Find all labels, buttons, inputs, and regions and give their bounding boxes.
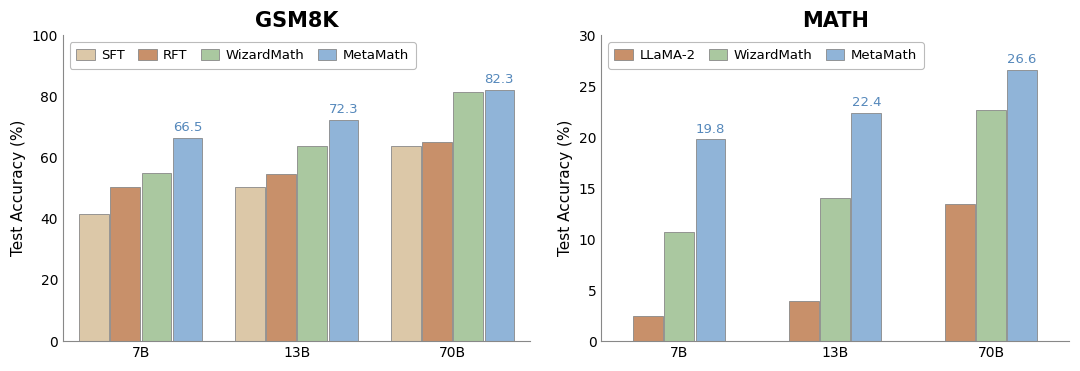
Bar xyxy=(821,198,850,341)
Text: 82.3: 82.3 xyxy=(485,73,514,86)
Bar xyxy=(454,92,483,341)
Bar xyxy=(485,89,514,341)
Bar xyxy=(1008,70,1037,341)
Y-axis label: Test Accuracy (%): Test Accuracy (%) xyxy=(11,120,26,256)
Bar xyxy=(79,214,109,341)
Bar xyxy=(696,139,725,341)
Text: 19.8: 19.8 xyxy=(696,123,725,136)
Y-axis label: Test Accuracy (%): Test Accuracy (%) xyxy=(558,120,573,256)
Legend: SFT, RFT, WizardMath, MetaMath: SFT, RFT, WizardMath, MetaMath xyxy=(69,42,416,69)
Bar xyxy=(267,174,296,341)
Bar xyxy=(789,301,819,341)
Bar xyxy=(976,110,1005,341)
Bar xyxy=(297,146,327,341)
Bar xyxy=(391,146,420,341)
Bar xyxy=(141,173,172,341)
Legend: LLaMA-2, WizardMath, MetaMath: LLaMA-2, WizardMath, MetaMath xyxy=(608,42,923,69)
Bar xyxy=(173,138,202,341)
Bar xyxy=(664,232,694,341)
Bar xyxy=(945,204,974,341)
Text: 22.4: 22.4 xyxy=(851,96,881,109)
Text: 66.5: 66.5 xyxy=(173,121,202,134)
Title: MATH: MATH xyxy=(801,11,868,31)
Bar xyxy=(633,316,663,341)
Title: GSM8K: GSM8K xyxy=(255,11,338,31)
Bar xyxy=(851,113,881,341)
Bar xyxy=(422,142,451,341)
Text: 26.6: 26.6 xyxy=(1008,53,1037,66)
Bar xyxy=(328,120,359,341)
Bar xyxy=(110,187,140,341)
Bar xyxy=(235,187,265,341)
Text: 72.3: 72.3 xyxy=(328,104,359,116)
